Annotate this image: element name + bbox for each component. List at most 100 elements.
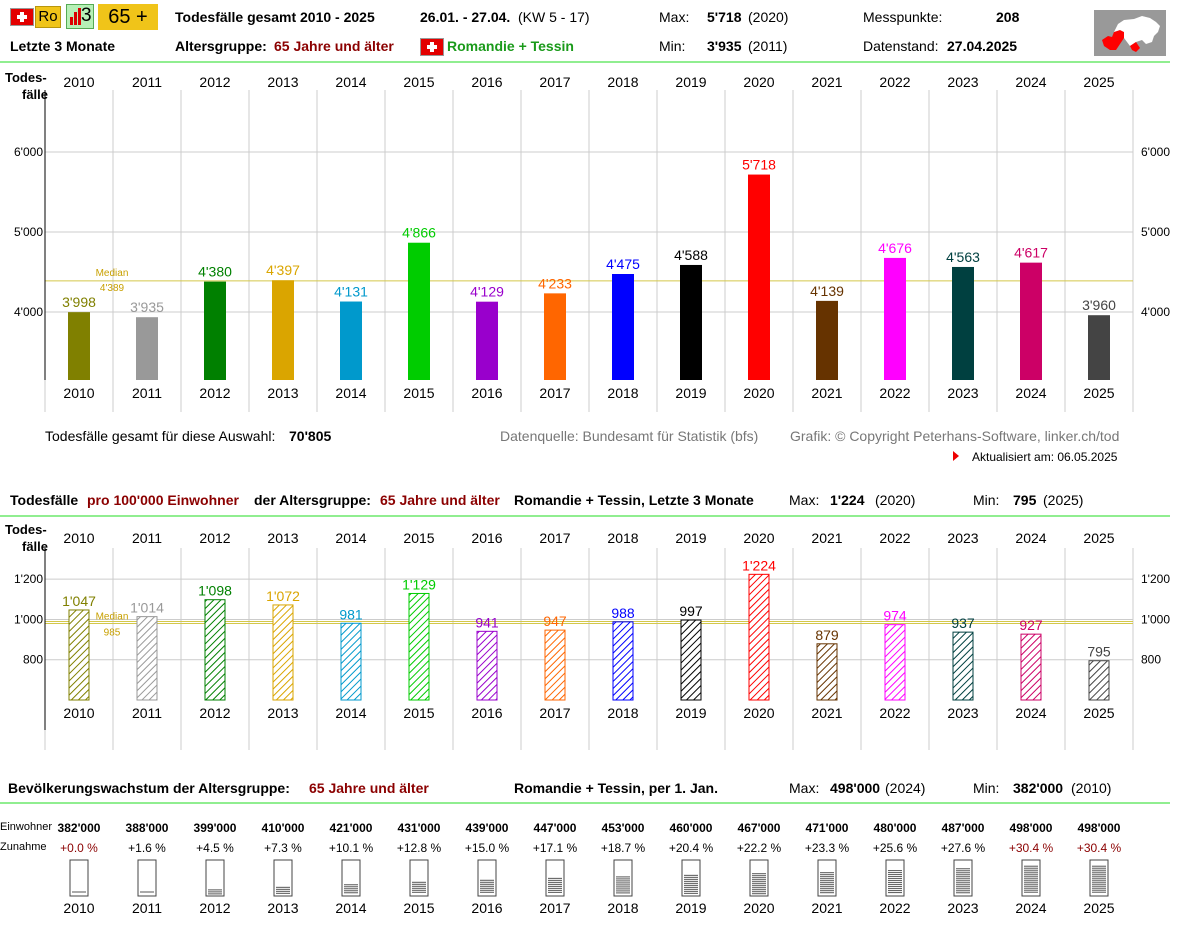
growth-fill bbox=[344, 884, 358, 894]
y-tick-label-right: 800 bbox=[1141, 653, 1161, 667]
region-ro-button[interactable]: Ro bbox=[35, 6, 61, 28]
bar bbox=[680, 264, 702, 380]
zunahme-value: +17.1 % bbox=[533, 841, 578, 855]
x-tick-label: 2020 bbox=[743, 900, 774, 916]
data-label: 4'131 bbox=[334, 284, 368, 300]
x-tick-label: 2012 bbox=[199, 705, 230, 721]
bar bbox=[884, 257, 906, 380]
region-label[interactable]: Romandie + Tessin bbox=[447, 38, 574, 54]
x-tick-label: 2010 bbox=[63, 705, 94, 721]
zunahme-value: +27.6 % bbox=[941, 841, 986, 855]
switzerland-map[interactable] bbox=[1094, 10, 1166, 56]
x-tick-label-top: 2013 bbox=[267, 530, 298, 546]
max-year: (2020) bbox=[748, 9, 789, 25]
zunahme-value: +30.4 % bbox=[1077, 841, 1122, 855]
y-tick-label-right: 6'000 bbox=[1141, 145, 1170, 159]
data-label: 974 bbox=[883, 608, 907, 624]
x-tick-label: 2023 bbox=[947, 385, 978, 401]
x-tick-label-top: 2024 bbox=[1015, 530, 1046, 546]
x-tick-label-top: 2010 bbox=[63, 530, 94, 546]
messpunkte-label: Messpunkte: bbox=[863, 9, 943, 25]
swiss-flag-icon bbox=[10, 8, 34, 26]
altersgruppe-label: Altersgruppe: bbox=[175, 38, 267, 54]
chart2-title-a: Todesfälle bbox=[10, 492, 79, 508]
x-tick-label-top: 2023 bbox=[947, 530, 978, 546]
x-tick-label: 2021 bbox=[811, 385, 842, 401]
min-year: (2011) bbox=[748, 38, 788, 54]
bar bbox=[748, 573, 770, 701]
data-label: 4'397 bbox=[266, 262, 300, 278]
x-tick-label: 2014 bbox=[335, 900, 366, 916]
y-tick-label-right: 1'200 bbox=[1141, 572, 1170, 586]
bar bbox=[272, 280, 294, 380]
x-tick-label: 2024 bbox=[1015, 385, 1046, 401]
copyright-link[interactable]: Grafik: © Copyright Peterhans-Software, … bbox=[790, 428, 1120, 444]
x-tick-label: 2015 bbox=[403, 705, 434, 721]
x-tick-label-top: 2015 bbox=[403, 74, 434, 90]
zunahme-value: +15.0 % bbox=[465, 841, 510, 855]
data-label: 947 bbox=[543, 613, 567, 629]
swiss-flag-icon bbox=[420, 38, 444, 56]
growth-fill bbox=[616, 876, 630, 894]
x-tick-label-top: 2022 bbox=[879, 530, 910, 546]
bar bbox=[340, 622, 362, 701]
x-tick-label-top: 2018 bbox=[607, 74, 638, 90]
data-label: 3'935 bbox=[130, 299, 164, 315]
chart2-ylabel: Todes- bbox=[5, 522, 47, 537]
x-tick-label: 2010 bbox=[63, 385, 94, 401]
x-tick-label-top: 2017 bbox=[539, 530, 570, 546]
bar bbox=[544, 293, 566, 380]
altersgruppe-value[interactable]: 65 Jahre und älter bbox=[274, 38, 394, 54]
median-label: Median bbox=[96, 611, 129, 622]
data-label: 5'718 bbox=[742, 157, 776, 173]
data-label: 937 bbox=[951, 615, 975, 631]
chart3-max-label: Max: bbox=[789, 780, 820, 796]
einwohner-value: 388'000 bbox=[126, 821, 169, 835]
growth-fill bbox=[548, 877, 562, 893]
data-label: 1'224 bbox=[742, 557, 776, 573]
chart2-title-b: pro 100'000 Einwohner bbox=[87, 492, 239, 508]
x-tick-label: 2019 bbox=[675, 705, 706, 721]
x-tick-label: 2021 bbox=[811, 705, 842, 721]
data-label: 1'098 bbox=[198, 583, 232, 599]
x-tick-label: 2015 bbox=[403, 900, 434, 916]
einwohner-value: 421'000 bbox=[330, 821, 373, 835]
x-tick-label: 2011 bbox=[132, 900, 162, 916]
x-tick-label-top: 2020 bbox=[743, 74, 774, 90]
growth-box bbox=[205, 859, 225, 897]
chart2-max-year: (2020) bbox=[875, 492, 916, 508]
einwohner-value: 498'000 bbox=[1010, 821, 1053, 835]
chart2-min-label: Min: bbox=[973, 492, 1000, 508]
age-group-button[interactable]: 65 + bbox=[98, 4, 158, 30]
divider bbox=[0, 802, 1170, 804]
x-tick-label-top: 2020 bbox=[743, 530, 774, 546]
data-label: 4'380 bbox=[198, 264, 232, 280]
growth-box bbox=[681, 859, 701, 897]
datenstand-value: 27.04.2025 bbox=[947, 38, 1018, 54]
x-tick-label: 2017 bbox=[539, 385, 570, 401]
x-tick-label: 2013 bbox=[267, 900, 298, 916]
data-label: 3'998 bbox=[62, 294, 96, 310]
bar bbox=[748, 174, 770, 380]
x-tick-label: 2025 bbox=[1083, 705, 1114, 721]
y-tick-label: 800 bbox=[23, 653, 43, 667]
x-tick-label-top: 2012 bbox=[199, 74, 230, 90]
bar bbox=[1088, 660, 1110, 701]
chart-type-button[interactable]: 3 bbox=[66, 4, 94, 29]
x-tick-label-top: 2017 bbox=[539, 74, 570, 90]
x-tick-label: 2018 bbox=[607, 385, 638, 401]
chart3-min-year: (2010) bbox=[1071, 780, 1112, 796]
einwohner-value: 467'000 bbox=[738, 821, 781, 835]
x-tick-label: 2023 bbox=[947, 900, 978, 916]
period-selector[interactable]: Letzte 3 Monate bbox=[10, 38, 116, 54]
median-value: 4'389 bbox=[100, 283, 125, 294]
einwohner-value: 410'000 bbox=[262, 821, 305, 835]
x-tick-label-top: 2014 bbox=[335, 74, 366, 90]
chart3-min-value: 382'000 bbox=[1013, 780, 1064, 796]
bar bbox=[340, 301, 362, 380]
x-tick-label: 2017 bbox=[539, 705, 570, 721]
x-tick-label: 2025 bbox=[1083, 385, 1114, 401]
y-tick-label: 1'000 bbox=[14, 612, 43, 626]
bar bbox=[204, 281, 226, 380]
growth-fill bbox=[480, 879, 494, 893]
